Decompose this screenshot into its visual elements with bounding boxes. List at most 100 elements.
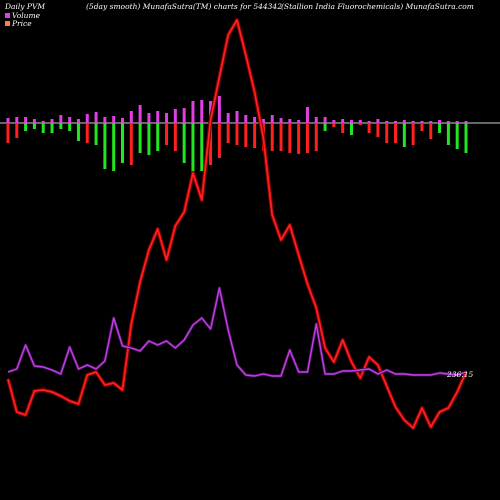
- volume-bar: [121, 118, 124, 123]
- price-bar: [394, 123, 398, 143]
- volume-bar: [402, 120, 406, 123]
- price-bar: [165, 123, 169, 145]
- volume-bar: [279, 118, 283, 123]
- volume-bar: [297, 120, 301, 123]
- center-title: (5day smooth) MunafaSutra(TM) charts for…: [86, 2, 282, 11]
- price-bar: [305, 123, 309, 153]
- volume-bar: [112, 116, 116, 123]
- volume-bar: [323, 117, 327, 123]
- volume-bar: [341, 119, 345, 123]
- volume-bar: [314, 117, 318, 123]
- price-bar: [279, 123, 283, 151]
- price-bar: [173, 123, 177, 151]
- price-bar: [59, 123, 63, 129]
- volume-bar: [358, 120, 362, 123]
- price-bar: [350, 123, 353, 135]
- price-bar: [209, 123, 213, 165]
- legend-price-swatch: [5, 21, 10, 26]
- price-bar: [41, 123, 45, 133]
- volume-line: [7, 287, 467, 377]
- volume-bar: [235, 111, 239, 123]
- volume-bar: [76, 119, 80, 123]
- volume-bar: [85, 114, 89, 123]
- price-bar: [464, 123, 468, 153]
- volume-bar: [350, 120, 353, 123]
- price-bar: [217, 123, 221, 158]
- price-bar: [24, 123, 28, 131]
- volume-bar: [464, 121, 468, 123]
- price-line: [7, 19, 467, 429]
- price-bar: [147, 123, 151, 155]
- volume-bar: [138, 105, 142, 123]
- left-title: Daily PVM: [4, 2, 45, 11]
- volume-bar: [147, 113, 151, 123]
- legend-volume-swatch: [5, 13, 10, 18]
- price-bar: [182, 123, 186, 163]
- volume-bar: [41, 121, 45, 123]
- volume-bar: [411, 121, 415, 123]
- volume-bar: [288, 119, 292, 123]
- price-bar: [270, 123, 274, 151]
- price-bar: [138, 123, 142, 153]
- price-bar: [68, 123, 72, 131]
- right-title: (Stallion India Fluorochemicals) MunafaS…: [281, 2, 474, 11]
- price-bar: [50, 123, 54, 133]
- price-bar: [32, 123, 36, 129]
- volume-bar: [32, 119, 36, 123]
- price-bar: [200, 123, 204, 171]
- volume-bar: [226, 113, 230, 123]
- price-bar: [341, 123, 345, 133]
- volume-bar: [429, 121, 433, 123]
- volume-bar: [455, 121, 459, 123]
- price-bar: [402, 123, 406, 147]
- volume-bar: [191, 101, 195, 123]
- price-bar: [103, 123, 107, 169]
- price-bar: [358, 123, 362, 125]
- volume-bar: [394, 121, 398, 123]
- volume-bar: [103, 117, 107, 123]
- price-bar: [288, 123, 292, 153]
- volume-bar: [173, 109, 177, 123]
- price-bar: [156, 123, 160, 151]
- price-bar: [332, 123, 336, 127]
- volume-bar: [244, 115, 248, 123]
- volume-bar: [332, 120, 336, 123]
- volume-bar: [305, 107, 309, 123]
- price-bar: [385, 123, 389, 143]
- volume-bar: [200, 100, 204, 123]
- price-bar: [297, 123, 301, 154]
- volume-bar: [129, 111, 133, 123]
- price-bar: [446, 123, 450, 145]
- price-bar: [323, 123, 327, 131]
- price-bar: [420, 123, 424, 131]
- volume-bar: [50, 119, 54, 123]
- volume-bar: [217, 96, 221, 123]
- volume-bar: [15, 117, 19, 123]
- price-bar: [85, 123, 89, 143]
- price-bar: [376, 123, 380, 137]
- price-bar: [112, 123, 116, 171]
- volume-bar: [94, 112, 98, 123]
- price-bar: [226, 123, 230, 143]
- volume-bar: [24, 117, 28, 123]
- volume-bar: [438, 120, 442, 123]
- price-bar: [235, 123, 239, 145]
- price-bar: [429, 123, 433, 139]
- price-bar: [367, 123, 371, 133]
- volume-bar: [270, 115, 274, 123]
- price-bar: [94, 123, 98, 145]
- volume-bar: [385, 121, 389, 123]
- series-lines: [6, 18, 468, 430]
- volume-bar: [253, 117, 257, 123]
- volume-bar: [59, 115, 63, 123]
- volume-bar: [446, 121, 450, 123]
- volume-bar: [156, 111, 160, 123]
- legend-volume-label: Volume: [12, 11, 41, 20]
- volume-bar: [68, 117, 72, 123]
- price-bar: [438, 123, 442, 133]
- price-bar: [244, 123, 248, 147]
- price-bar: [191, 123, 195, 178]
- price-bar: [15, 123, 19, 138]
- price-bar: [411, 123, 415, 145]
